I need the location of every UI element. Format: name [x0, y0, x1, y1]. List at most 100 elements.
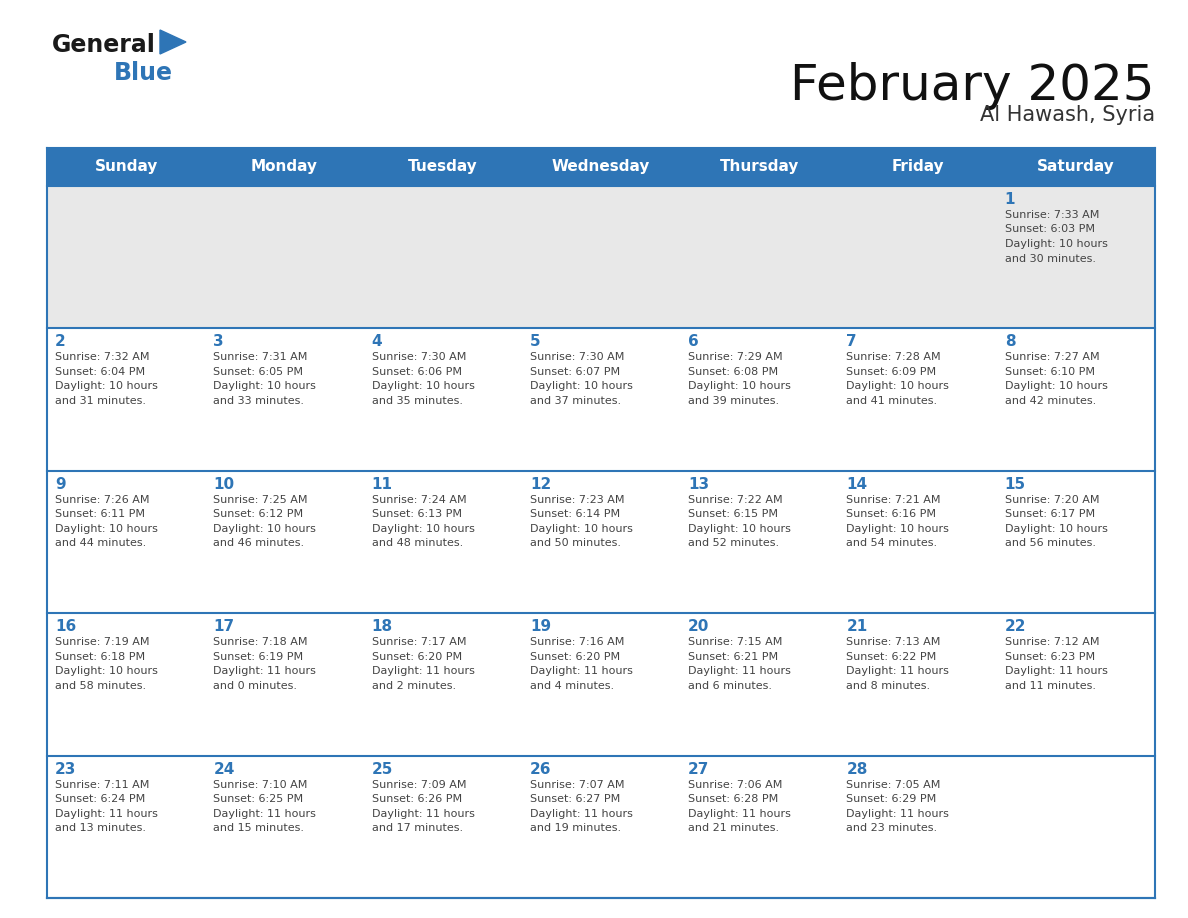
Text: Sunrise: 7:24 AM: Sunrise: 7:24 AM: [372, 495, 466, 505]
Text: Friday: Friday: [891, 160, 944, 174]
Text: and 42 minutes.: and 42 minutes.: [1005, 396, 1097, 406]
Text: Sunset: 6:13 PM: Sunset: 6:13 PM: [372, 509, 462, 520]
Text: and 44 minutes.: and 44 minutes.: [55, 538, 146, 548]
Bar: [206, 186, 364, 329]
Text: 12: 12: [530, 476, 551, 492]
Text: Sunset: 6:24 PM: Sunset: 6:24 PM: [55, 794, 145, 804]
Text: Sunrise: 7:13 AM: Sunrise: 7:13 AM: [846, 637, 941, 647]
Text: Daylight: 10 hours: Daylight: 10 hours: [530, 524, 633, 533]
Text: Sunday: Sunday: [95, 160, 158, 174]
Text: Daylight: 10 hours: Daylight: 10 hours: [846, 524, 949, 533]
Text: and 6 minutes.: and 6 minutes.: [688, 681, 772, 690]
Text: Sunset: 6:17 PM: Sunset: 6:17 PM: [1005, 509, 1095, 520]
Text: Sunrise: 7:11 AM: Sunrise: 7:11 AM: [55, 779, 150, 789]
Text: and 4 minutes.: and 4 minutes.: [530, 681, 614, 690]
Text: Sunrise: 7:26 AM: Sunrise: 7:26 AM: [55, 495, 150, 505]
Text: Sunset: 6:15 PM: Sunset: 6:15 PM: [688, 509, 778, 520]
Bar: [522, 613, 681, 756]
Bar: [48, 329, 206, 471]
Text: Sunset: 6:04 PM: Sunset: 6:04 PM: [55, 367, 145, 377]
Text: Sunrise: 7:23 AM: Sunrise: 7:23 AM: [530, 495, 625, 505]
Text: Sunset: 6:14 PM: Sunset: 6:14 PM: [530, 509, 620, 520]
Bar: [839, 329, 997, 471]
Text: Sunrise: 7:18 AM: Sunrise: 7:18 AM: [214, 637, 308, 647]
Text: Wednesday: Wednesday: [551, 160, 650, 174]
Text: 5: 5: [530, 334, 541, 350]
Text: Daylight: 11 hours: Daylight: 11 hours: [530, 809, 633, 819]
Text: Sunrise: 7:25 AM: Sunrise: 7:25 AM: [214, 495, 308, 505]
Text: and 48 minutes.: and 48 minutes.: [372, 538, 463, 548]
Text: Monday: Monday: [251, 160, 318, 174]
Bar: [522, 756, 681, 898]
Text: Daylight: 11 hours: Daylight: 11 hours: [688, 666, 791, 677]
Text: and 15 minutes.: and 15 minutes.: [214, 823, 304, 834]
Text: Daylight: 11 hours: Daylight: 11 hours: [688, 809, 791, 819]
Text: Sunset: 6:26 PM: Sunset: 6:26 PM: [372, 794, 462, 804]
Text: Thursday: Thursday: [720, 160, 800, 174]
Text: Sunrise: 7:07 AM: Sunrise: 7:07 AM: [530, 779, 625, 789]
Text: 18: 18: [372, 620, 393, 634]
Bar: [364, 471, 522, 613]
Text: Al Hawash, Syria: Al Hawash, Syria: [980, 105, 1155, 125]
Text: Sunset: 6:06 PM: Sunset: 6:06 PM: [372, 367, 462, 377]
Text: Sunset: 6:16 PM: Sunset: 6:16 PM: [846, 509, 936, 520]
Bar: [206, 329, 364, 471]
Text: Sunset: 6:11 PM: Sunset: 6:11 PM: [55, 509, 145, 520]
Text: Sunrise: 7:30 AM: Sunrise: 7:30 AM: [530, 353, 624, 363]
Text: and 37 minutes.: and 37 minutes.: [530, 396, 621, 406]
Bar: [997, 471, 1155, 613]
Text: 9: 9: [55, 476, 65, 492]
Text: Sunrise: 7:32 AM: Sunrise: 7:32 AM: [55, 353, 150, 363]
Text: Sunrise: 7:20 AM: Sunrise: 7:20 AM: [1005, 495, 1099, 505]
Text: and 52 minutes.: and 52 minutes.: [688, 538, 779, 548]
Text: 8: 8: [1005, 334, 1016, 350]
Text: and 21 minutes.: and 21 minutes.: [688, 823, 779, 834]
Text: 17: 17: [214, 620, 234, 634]
Bar: [48, 471, 206, 613]
Text: Sunrise: 7:16 AM: Sunrise: 7:16 AM: [530, 637, 624, 647]
Text: Sunset: 6:12 PM: Sunset: 6:12 PM: [214, 509, 303, 520]
Bar: [839, 186, 997, 329]
Text: and 39 minutes.: and 39 minutes.: [688, 396, 779, 406]
Text: 21: 21: [846, 620, 867, 634]
Bar: [839, 756, 997, 898]
Text: February 2025: February 2025: [790, 62, 1155, 110]
Text: Sunrise: 7:15 AM: Sunrise: 7:15 AM: [688, 637, 783, 647]
Text: 11: 11: [372, 476, 392, 492]
Text: 15: 15: [1005, 476, 1026, 492]
Text: 2: 2: [55, 334, 65, 350]
Bar: [997, 756, 1155, 898]
Bar: [681, 329, 839, 471]
Text: 14: 14: [846, 476, 867, 492]
Text: Daylight: 11 hours: Daylight: 11 hours: [214, 666, 316, 677]
Text: 23: 23: [55, 762, 76, 777]
Bar: [997, 613, 1155, 756]
Text: Sunrise: 7:30 AM: Sunrise: 7:30 AM: [372, 353, 466, 363]
Text: Daylight: 10 hours: Daylight: 10 hours: [55, 381, 158, 391]
Text: 10: 10: [214, 476, 234, 492]
Text: and 8 minutes.: and 8 minutes.: [846, 681, 930, 690]
Text: 16: 16: [55, 620, 76, 634]
Text: 26: 26: [530, 762, 551, 777]
Text: 27: 27: [688, 762, 709, 777]
Text: General: General: [52, 33, 156, 57]
Bar: [681, 613, 839, 756]
Text: Daylight: 10 hours: Daylight: 10 hours: [214, 381, 316, 391]
Bar: [48, 613, 206, 756]
Text: Daylight: 10 hours: Daylight: 10 hours: [688, 381, 791, 391]
Text: and 41 minutes.: and 41 minutes.: [846, 396, 937, 406]
Text: Daylight: 11 hours: Daylight: 11 hours: [372, 666, 474, 677]
Bar: [48, 148, 1155, 186]
Text: and 11 minutes.: and 11 minutes.: [1005, 681, 1095, 690]
Text: Daylight: 11 hours: Daylight: 11 hours: [530, 666, 633, 677]
Text: Sunset: 6:27 PM: Sunset: 6:27 PM: [530, 794, 620, 804]
Text: Tuesday: Tuesday: [407, 160, 478, 174]
Text: Sunset: 6:03 PM: Sunset: 6:03 PM: [1005, 225, 1094, 234]
Text: and 54 minutes.: and 54 minutes.: [846, 538, 937, 548]
Text: 7: 7: [846, 334, 857, 350]
Text: and 31 minutes.: and 31 minutes.: [55, 396, 146, 406]
Text: 22: 22: [1005, 620, 1026, 634]
Text: 6: 6: [688, 334, 699, 350]
Text: Sunrise: 7:12 AM: Sunrise: 7:12 AM: [1005, 637, 1099, 647]
Text: and 50 minutes.: and 50 minutes.: [530, 538, 621, 548]
